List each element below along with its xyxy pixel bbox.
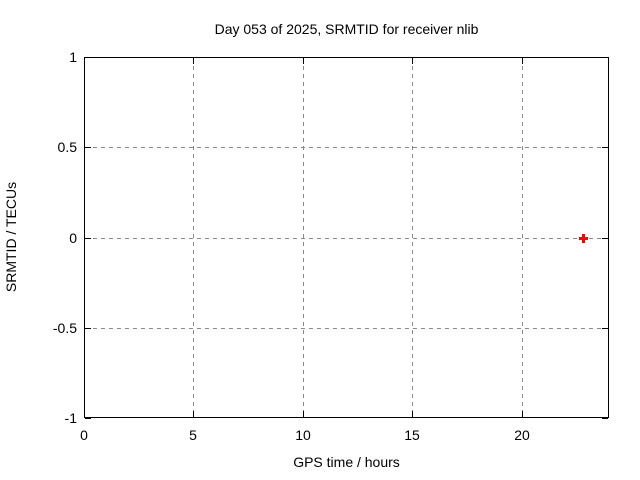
x-tick-label: 5: [189, 427, 197, 443]
x-tick-bottom: [84, 411, 85, 417]
x-tick-label: 10: [295, 427, 311, 443]
plot-area: [84, 57, 609, 418]
x-gridline: [522, 58, 523, 417]
y-tick-left: [85, 57, 91, 58]
y-tick-label: 0.5: [57, 139, 77, 155]
y-tick-label: -1: [64, 410, 77, 426]
y-gridline: [85, 147, 608, 148]
y-tick-label: -0.5: [52, 320, 77, 336]
x-tick-top: [522, 58, 523, 64]
x-tick-bottom: [522, 411, 523, 417]
x-tick-top: [193, 58, 194, 64]
y-tick-left: [85, 418, 91, 419]
y-tick-right: [602, 238, 608, 239]
x-gridline: [412, 58, 413, 417]
y-tick-right: [602, 57, 608, 58]
y-tick-left: [85, 238, 91, 239]
x-tick-top: [303, 58, 304, 64]
chart-title: Day 053 of 2025, SRMTID for receiver nli…: [214, 21, 479, 37]
x-tick-bottom: [412, 411, 413, 417]
x-tick-top: [412, 58, 413, 64]
y-tick-right: [602, 328, 608, 329]
y-tick-label: 0: [69, 230, 77, 246]
data-point-marker: [579, 234, 588, 243]
y-gridline: [85, 328, 608, 329]
x-tick-bottom: [303, 411, 304, 417]
x-tick-bottom: [193, 411, 194, 417]
y-gridline: [85, 238, 608, 239]
y-tick-left: [85, 147, 91, 148]
x-tick-label: 15: [404, 427, 420, 443]
x-gridline: [193, 58, 194, 417]
x-axis-label: GPS time / hours: [293, 454, 400, 470]
x-gridline: [303, 58, 304, 417]
x-tick-top: [84, 58, 85, 64]
y-tick-left: [85, 328, 91, 329]
y-tick-right: [602, 147, 608, 148]
y-tick-label: 1: [69, 49, 77, 65]
x-tick-label: 0: [80, 427, 88, 443]
x-tick-label: 20: [514, 427, 530, 443]
y-tick-right: [602, 418, 608, 419]
